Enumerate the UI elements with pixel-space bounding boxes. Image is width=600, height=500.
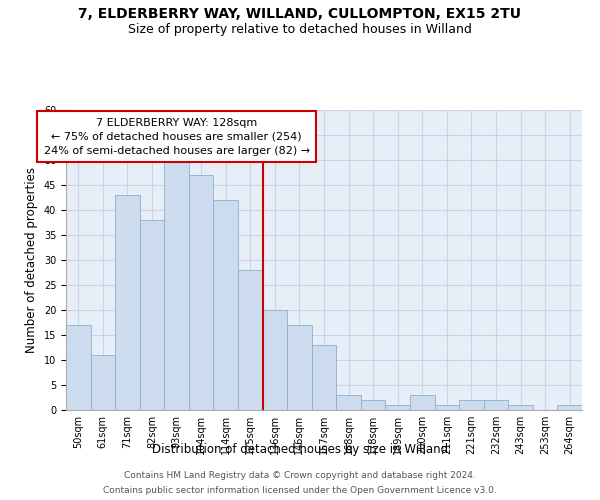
Bar (66, 325, 91, 410)
Y-axis label: Number of detached properties: Number of detached properties (25, 167, 38, 353)
Text: Size of property relative to detached houses in Willand: Size of property relative to detached ho… (128, 22, 472, 36)
Text: 7, ELDERBERRY WAY, WILLAND, CULLOMPTON, EX15 2TU: 7, ELDERBERRY WAY, WILLAND, CULLOMPTON, … (79, 8, 521, 22)
Text: Distribution of detached houses by size in Willand: Distribution of detached houses by size … (152, 442, 448, 456)
Bar (287, 325, 312, 410)
Bar (91, 355, 115, 410)
Bar (312, 345, 336, 410)
Bar (189, 175, 214, 410)
Bar (434, 405, 459, 410)
Bar (508, 405, 533, 410)
Bar (140, 220, 164, 410)
Text: Contains public sector information licensed under the Open Government Licence v3: Contains public sector information licen… (103, 486, 497, 495)
Bar (459, 400, 484, 410)
Bar (263, 310, 287, 410)
Bar (410, 395, 434, 410)
Bar (336, 395, 361, 410)
Bar (484, 400, 508, 410)
Text: Contains HM Land Registry data © Crown copyright and database right 2024.: Contains HM Land Registry data © Crown c… (124, 471, 476, 480)
Text: 7 ELDERBERRY WAY: 128sqm
← 75% of detached houses are smaller (254)
24% of semi-: 7 ELDERBERRY WAY: 128sqm ← 75% of detach… (44, 118, 310, 156)
Bar (115, 195, 140, 410)
Bar (164, 160, 189, 410)
Bar (238, 270, 263, 410)
Bar (361, 400, 385, 410)
Bar (385, 405, 410, 410)
Bar (214, 200, 238, 410)
Bar (557, 405, 582, 410)
